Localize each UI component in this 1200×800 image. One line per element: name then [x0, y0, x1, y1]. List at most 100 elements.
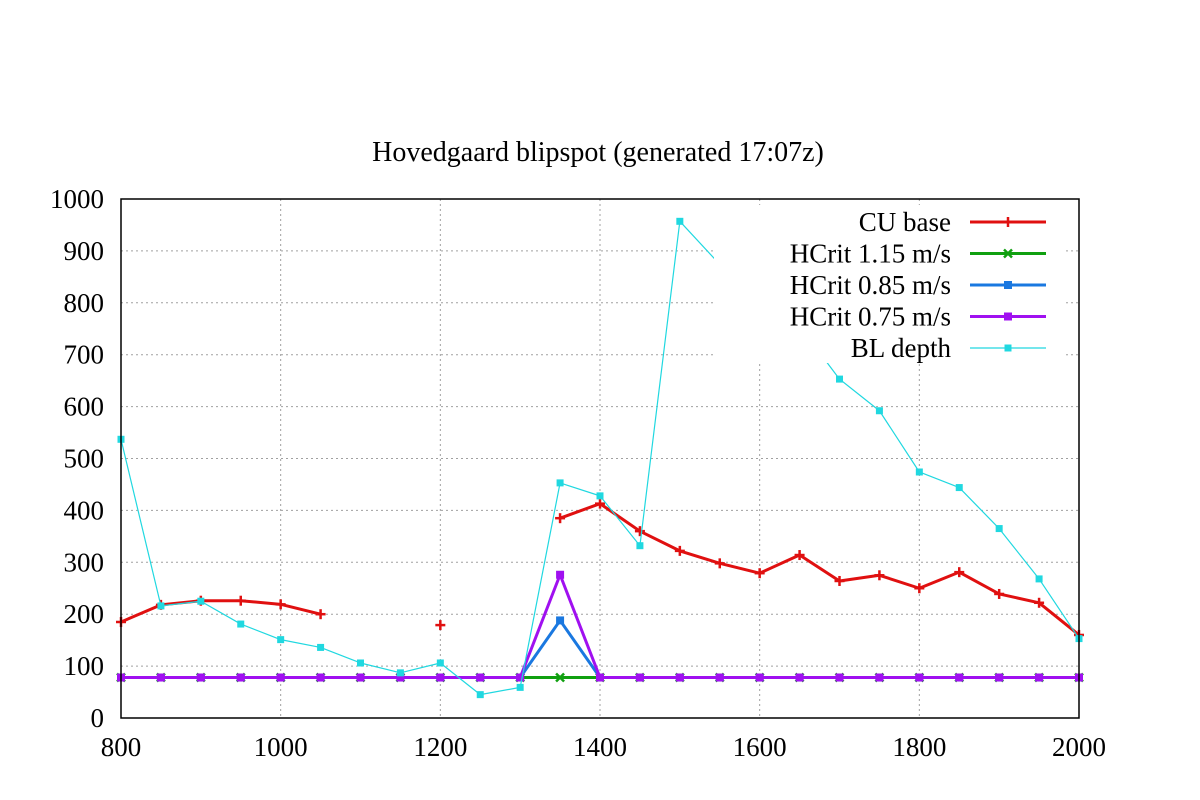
- data-point: [795, 673, 804, 682]
- chart-title: Hovedgaard blipspot (generated 17:07z): [372, 137, 824, 168]
- legend-label: BL depth: [851, 333, 952, 363]
- data-point: [595, 498, 605, 509]
- data-point: [277, 636, 285, 644]
- data-point: [794, 550, 805, 561]
- data-point: [1035, 575, 1043, 583]
- series-layer: [116, 217, 1084, 699]
- data-point: [436, 673, 445, 682]
- data-point: [635, 673, 644, 682]
- data-point: [676, 217, 684, 225]
- y-tick-label: 700: [64, 340, 105, 370]
- data-point: [835, 673, 844, 682]
- data-point: [675, 673, 684, 682]
- data-point: [235, 595, 246, 606]
- data-point: [955, 484, 963, 492]
- y-tick-label: 900: [64, 236, 105, 266]
- data-point: [955, 673, 964, 682]
- data-point: [836, 375, 843, 383]
- legend-label: CU base: [859, 207, 951, 237]
- legend-marker: [1003, 248, 1013, 259]
- legend-marker: [1004, 344, 1012, 352]
- data-point: [476, 691, 484, 699]
- data-point: [834, 575, 845, 586]
- data-point: [236, 673, 245, 682]
- data-point: [157, 602, 165, 610]
- y-tick-label: 200: [64, 599, 105, 629]
- legend-marker: [1004, 281, 1012, 289]
- data-point: [276, 673, 285, 682]
- y-tick-label: 500: [64, 444, 105, 474]
- data-point: [436, 659, 444, 667]
- data-point: [596, 492, 604, 500]
- data-point: [555, 513, 566, 524]
- x-tick-label: 2000: [1052, 732, 1106, 762]
- legend-marker: [1003, 217, 1013, 227]
- data-point: [596, 673, 604, 682]
- data-point: [914, 583, 925, 594]
- data-point: [995, 673, 1004, 682]
- data-point: [237, 620, 245, 628]
- x-tick-label: 1800: [892, 732, 946, 762]
- data-point: [476, 673, 485, 682]
- y-tick-label: 0: [91, 703, 105, 733]
- data-point: [516, 683, 524, 691]
- data-point: [357, 659, 364, 667]
- data-point: [994, 588, 1005, 599]
- y-tick-label: 100: [64, 651, 105, 681]
- data-point: [316, 673, 325, 682]
- data-point: [915, 468, 923, 476]
- data-point: [555, 672, 565, 683]
- data-point: [634, 526, 645, 537]
- legend-marker: [1004, 312, 1012, 321]
- series-line: [121, 618, 1079, 680]
- plot-frame: [120, 198, 1080, 719]
- legend-label: HCrit 0.85 m/s: [790, 270, 951, 300]
- data-point: [556, 570, 565, 579]
- data-point: [196, 673, 205, 682]
- series-5: [117, 217, 1083, 699]
- data-point: [317, 643, 325, 651]
- series-3: [117, 616, 1083, 682]
- data-point: [674, 545, 685, 556]
- data-point: [435, 620, 446, 631]
- data-point: [875, 407, 883, 415]
- data-point: [714, 558, 725, 569]
- data-point: [516, 673, 525, 682]
- data-point: [556, 479, 564, 487]
- data-point: [636, 542, 644, 550]
- data-point: [315, 609, 326, 620]
- data-point: [715, 673, 724, 682]
- data-point: [275, 599, 286, 610]
- y-axis-ticks: 0 100 200 300 400 500 600 700 800 900 1000: [50, 184, 104, 733]
- series-4: [117, 570, 1083, 682]
- data-point: [396, 673, 405, 682]
- x-tick-label: 1000: [254, 732, 308, 762]
- x-tick-label: 800: [101, 732, 142, 762]
- data-point: [1034, 597, 1045, 608]
- data-point: [954, 567, 965, 578]
- data-point: [915, 673, 924, 682]
- data-point: [875, 673, 884, 682]
- data-point: [755, 673, 764, 682]
- data-point: [197, 597, 205, 605]
- data-point: [1035, 673, 1044, 682]
- series-line: [559, 502, 1080, 637]
- data-point: [995, 525, 1003, 533]
- data-point: [874, 570, 885, 581]
- data-point: [556, 616, 565, 625]
- y-tick-label: 400: [64, 495, 105, 525]
- y-tick-label: 300: [64, 547, 105, 577]
- legend-label: HCrit 1.15 m/s: [790, 239, 951, 269]
- x-tick-label: 1200: [413, 732, 467, 762]
- x-tick-label: 1400: [573, 732, 627, 762]
- data-point: [356, 673, 365, 682]
- y-tick-label: 1000: [50, 184, 104, 214]
- legend-label: HCrit 0.75 m/s: [790, 302, 951, 332]
- series-line: [120, 599, 321, 624]
- data-point: [754, 568, 765, 579]
- y-tick-label: 600: [64, 392, 105, 422]
- data-point: [156, 673, 165, 682]
- x-axis-ticks: 800 1000 1200 1400 1600 1800 2000: [101, 732, 1106, 762]
